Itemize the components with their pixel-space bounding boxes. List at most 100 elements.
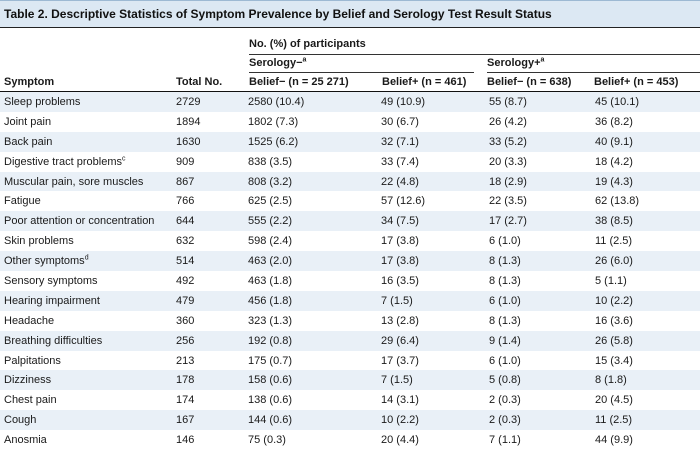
cell-total: 1630 — [176, 131, 248, 152]
table-row: Joint pain 1894 1802 (7.3) 30 (6.7) 26 (4.2)… — [0, 111, 700, 132]
table-row: Hearing impairment 479 456 (1.8) 7 (1.5) 6 (… — [0, 290, 700, 311]
cell-serology-pos-belief-pos: 16 (3.6) — [595, 310, 700, 331]
cell-symptom: Hearing impairment — [0, 290, 176, 311]
table-row: Back pain 1630 1525 (6.2) 32 (7.1) 33 (5.2) 4… — [0, 131, 700, 152]
table-row: Headache 360 323 (1.3) 13 (2.8) 8 (1.3) 16 (3… — [0, 310, 700, 331]
cell-serology-neg-belief-neg: 192 (0.8) — [248, 330, 381, 351]
cell-total: 213 — [176, 350, 248, 371]
cell-serology-pos-belief-neg: 6 (1.0) — [489, 350, 595, 371]
cell-serology-neg-belief-neg: 175 (0.7) — [248, 350, 381, 371]
cell-serology-neg-belief-pos: 34 (7.5) — [381, 211, 489, 232]
cell-serology-pos-belief-neg: 55 (8.7) — [489, 92, 595, 112]
table-row: Poor attention or concentration 644 555 (2… — [0, 211, 700, 232]
cell-symptom: Muscular pain, sore muscles — [0, 171, 176, 192]
table-row: Chest pain 174 138 (0.6) 14 (3.1) 2 (0.3) 20 … — [0, 390, 700, 411]
col-header-serology-neg-belief-neg: Belief− (n = 25 271) — [249, 76, 349, 88]
cell-total: 644 — [176, 211, 248, 232]
cell-serology-neg-belief-pos: 57 (12.6) — [381, 191, 489, 212]
table-title: Table 2. Descriptive Statistics of Sympt… — [0, 0, 700, 27]
table-row: Anosmia 146 75 (0.3) 20 (4.4) 7 (1.1) 44 (9.9… — [0, 430, 700, 451]
col-header-serology-pos-belief-pos: Belief+ (n = 453) — [594, 76, 679, 88]
cell-symptom: Digestive tract problemsc — [0, 151, 176, 172]
cell-serology-pos-belief-pos: 11 (2.5) — [595, 410, 700, 431]
cell-symptom: Fatigue — [0, 191, 176, 212]
cell-total: 1894 — [176, 111, 248, 132]
cell-serology-pos-belief-neg: 7 (1.1) — [489, 430, 595, 451]
cell-serology-neg-belief-neg: 2580 (10.4) — [248, 92, 381, 112]
cell-serology-pos-belief-pos: 10 (2.2) — [595, 290, 700, 311]
cell-total: 492 — [176, 271, 248, 291]
cell-serology-neg-belief-neg: 808 (3.2) — [248, 171, 381, 192]
cell-serology-neg-belief-pos: 13 (2.8) — [381, 310, 489, 331]
cell-symptom: Cough — [0, 410, 176, 431]
table-row: Sensory symptoms 492 463 (1.8) 16 (3.5) 8 (1… — [0, 271, 700, 291]
cell-total: 766 — [176, 191, 248, 212]
cell-serology-pos-belief-neg: 26 (4.2) — [489, 111, 595, 132]
cell-serology-neg-belief-neg: 158 (0.6) — [248, 370, 381, 391]
cell-total: 360 — [176, 310, 248, 331]
cell-serology-pos-belief-pos: 5 (1.1) — [595, 271, 700, 291]
cell-total: 867 — [176, 171, 248, 192]
cell-symptom: Poor attention or concentration — [0, 211, 176, 232]
cell-serology-neg-belief-pos: 14 (3.1) — [381, 390, 489, 411]
cell-serology-neg-belief-pos: 17 (3.8) — [381, 251, 489, 272]
table-row: Muscular pain, sore muscles 867 808 (3.2) 2… — [0, 171, 700, 192]
cell-symptom: Skin problems — [0, 231, 176, 252]
cell-serology-neg-belief-pos: 17 (3.8) — [381, 231, 489, 252]
table-row: Breathing difficulties 256 192 (0.8) 29 (6.… — [0, 330, 700, 351]
cell-serology-pos-belief-neg: 8 (1.3) — [489, 271, 595, 291]
cell-serology-neg-belief-neg: 463 (2.0) — [248, 251, 381, 272]
cell-serology-neg-belief-pos: 29 (6.4) — [381, 330, 489, 351]
cell-serology-neg-belief-pos: 30 (6.7) — [381, 111, 489, 132]
cell-serology-pos-belief-pos: 62 (13.8) — [595, 191, 700, 212]
table-row: Dizziness 178 158 (0.6) 7 (1.5) 5 (0.8) 8 (1.… — [0, 370, 700, 391]
cell-symptom: Sleep problems — [0, 92, 176, 112]
cell-serology-pos-belief-neg: 9 (1.4) — [489, 330, 595, 351]
cell-serology-pos-belief-neg: 17 (2.7) — [489, 211, 595, 232]
table-row: Skin problems 632 598 (2.4) 17 (3.8) 6 (1.0)… — [0, 231, 700, 252]
col-header-symptom: Symptom — [4, 76, 55, 88]
cell-symptom: Dizziness — [0, 370, 176, 391]
cell-serology-neg-belief-neg: 138 (0.6) — [248, 390, 381, 411]
cell-serology-neg-belief-pos: 32 (7.1) — [381, 131, 489, 152]
data-table: Sleep problems 2729 2580 (10.4) 49 (10.9) 55… — [0, 92, 700, 451]
cell-total: 174 — [176, 390, 248, 411]
cell-serology-neg-belief-neg: 555 (2.2) — [248, 211, 381, 232]
cell-serology-pos-belief-neg: 20 (3.3) — [489, 151, 595, 172]
cell-symptom: Back pain — [0, 131, 176, 152]
cell-serology-pos-belief-neg: 5 (0.8) — [489, 370, 595, 391]
cell-total: 178 — [176, 370, 248, 391]
cell-serology-pos-belief-pos: 8 (1.8) — [595, 370, 700, 391]
group-header-rule — [249, 54, 700, 55]
table-row: Palpitations 213 175 (0.7) 17 (3.7) 6 (1.0) 1… — [0, 350, 700, 371]
cell-total: 146 — [176, 430, 248, 451]
table-row: Sleep problems 2729 2580 (10.4) 49 (10.9) 55… — [0, 92, 700, 112]
cell-serology-pos-belief-pos: 19 (4.3) — [595, 171, 700, 192]
cell-serology-neg-belief-neg: 323 (1.3) — [248, 310, 381, 331]
cell-serology-pos-belief-pos: 18 (4.2) — [595, 151, 700, 172]
cell-serology-pos-belief-neg: 8 (1.3) — [489, 310, 595, 331]
table-row: Digestive tract problemsc 909 838 (3.5) 33 … — [0, 151, 700, 172]
cell-serology-pos-belief-neg: 2 (0.3) — [489, 390, 595, 411]
cell-symptom: Chest pain — [0, 390, 176, 411]
table-body: Sleep problems 2729 2580 (10.4) 49 (10.9) 55… — [0, 92, 700, 451]
cell-serology-pos-belief-pos: 38 (8.5) — [595, 211, 700, 232]
cell-serology-neg-belief-pos: 7 (1.5) — [381, 290, 489, 311]
cell-symptom: Other symptomsd — [0, 251, 176, 272]
cell-serology-neg-belief-neg: 75 (0.3) — [248, 430, 381, 451]
cell-serology-pos-belief-pos: 11 (2.5) — [595, 231, 700, 252]
col-header-serology-neg-belief-pos: Belief+ (n = 461) — [382, 76, 467, 88]
serology-positive-header: Serology+a — [487, 56, 545, 69]
cell-serology-neg-belief-neg: 144 (0.6) — [248, 410, 381, 431]
cell-serology-pos-belief-pos: 15 (3.4) — [595, 350, 700, 371]
cell-serology-neg-belief-pos: 16 (3.5) — [381, 271, 489, 291]
cell-serology-neg-belief-neg: 1802 (7.3) — [248, 111, 381, 132]
cell-serology-neg-belief-neg: 838 (3.5) — [248, 151, 381, 172]
cell-symptom: Palpitations — [0, 350, 176, 371]
serology-negative-rule — [249, 72, 474, 73]
cell-total: 514 — [176, 251, 248, 272]
cell-symptom: Headache — [0, 310, 176, 331]
cell-serology-pos-belief-neg: 8 (1.3) — [489, 251, 595, 272]
header-top-rule — [0, 27, 700, 28]
